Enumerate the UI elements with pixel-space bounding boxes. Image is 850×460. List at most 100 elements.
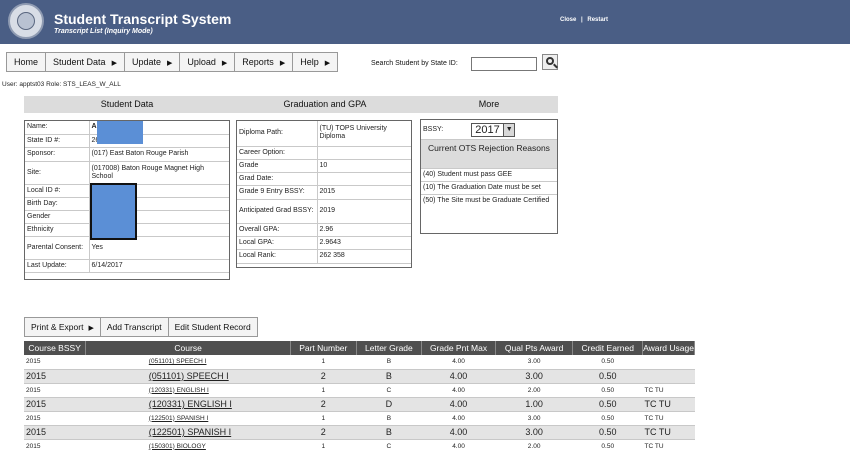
edit-student-record-button[interactable]: Edit Student Record bbox=[174, 322, 251, 332]
table-row: 2015 (122501) SPANISH I 1 B 4.00 3.00 0.… bbox=[24, 411, 695, 425]
cell-grade-pnt-max: 4.00 bbox=[421, 424, 496, 440]
transcript-actions: Print & Export ▶ Add Transcript Edit Stud… bbox=[24, 317, 258, 337]
ots-reason-item: (10) The Graduation Date must be set bbox=[421, 182, 557, 195]
column-header-qual-pts-award[interactable]: Qual Pts Award bbox=[495, 341, 574, 355]
cell-letter-grade: D bbox=[356, 396, 422, 412]
cell-part-number: 2 bbox=[290, 368, 357, 384]
print-export-label: Print & Export bbox=[31, 322, 84, 332]
diploma-path-value: (TU) TOPS University Diploma bbox=[317, 121, 411, 147]
cell-credit-earned: 0.50 bbox=[572, 424, 643, 440]
submenu-arrow-icon: ▶ bbox=[166, 60, 173, 67]
submenu-arrow-icon: ▶ bbox=[111, 60, 117, 67]
table-row: 2015 (122501) SPANISH I 2 B 4.00 3.00 0.… bbox=[24, 424, 695, 440]
gender-label: Gender bbox=[25, 210, 90, 224]
search-button[interactable] bbox=[542, 54, 558, 70]
table-row: 2015 (051101) SPEECH I 2 B 4.00 3.00 0.5… bbox=[24, 368, 695, 384]
diploma-path-label: Diploma Path: bbox=[237, 121, 318, 147]
column-header-course-bssy[interactable]: Course BSSY bbox=[24, 341, 87, 355]
menu-home-label: Home bbox=[14, 57, 39, 67]
cell-course-bssy: 2015 bbox=[24, 439, 86, 453]
site-label: Site: bbox=[25, 161, 90, 185]
app-subtitle: Transcript List (Inquiry Mode) bbox=[54, 28, 153, 35]
menu-home[interactable]: Home bbox=[7, 53, 47, 71]
menu-reports-label: Reports bbox=[242, 57, 274, 67]
user-role-line: User: apptst03 Role: STS_LEAS_W_ALL bbox=[2, 81, 121, 88]
column-header-part-number[interactable]: Part Number bbox=[290, 341, 357, 355]
site-value: (017008) Baton Rouge Magnet High School bbox=[89, 161, 229, 185]
cell-credit-earned: 0.50 bbox=[572, 368, 643, 384]
close-link[interactable]: Close bbox=[560, 17, 577, 23]
column-header-letter-grade[interactable]: Letter Grade bbox=[356, 341, 423, 355]
menu-reports[interactable]: Reports ▶ bbox=[235, 53, 294, 71]
course-link[interactable]: (120331) ENGLISH I bbox=[85, 383, 291, 397]
restart-link[interactable]: Restart bbox=[587, 17, 609, 23]
course-link[interactable]: (051101) SPEECH I bbox=[85, 355, 291, 369]
menu-update-label: Update bbox=[131, 57, 161, 67]
cell-award-usage bbox=[642, 368, 695, 384]
cell-course-bssy: 2015 bbox=[24, 396, 86, 412]
column-header-credit-earned[interactable]: Credit Earned bbox=[572, 341, 644, 355]
graduation-heading: Graduation and GPA bbox=[283, 99, 367, 109]
column-header-grade-pnt-max[interactable]: Grade Pnt Max bbox=[421, 341, 496, 355]
cell-award-usage: TC TU bbox=[642, 396, 695, 412]
name-label: Name: bbox=[25, 121, 90, 135]
cell-grade-pnt-max: 4.00 bbox=[421, 383, 496, 397]
course-link[interactable]: (122501) SPANISH I bbox=[85, 424, 291, 440]
submenu-arrow-icon: ▶ bbox=[221, 60, 228, 67]
add-transcript-button[interactable]: Add Transcript bbox=[101, 318, 169, 336]
more-heading: More bbox=[478, 99, 500, 109]
state-seal-logo bbox=[8, 3, 44, 39]
column-header-course[interactable]: Course bbox=[85, 341, 291, 355]
search-label: Search Student by State ID: bbox=[371, 60, 458, 67]
cell-letter-grade: C bbox=[356, 439, 422, 453]
grade9-entry-label: Grade 9 Entry BSSY: bbox=[237, 185, 318, 200]
cell-grade-pnt-max: 4.00 bbox=[421, 396, 496, 412]
column-header-award-usage[interactable]: Award Usage bbox=[642, 341, 695, 355]
app-header: Student Transcript System Transcript Lis… bbox=[0, 0, 850, 44]
career-option-value bbox=[317, 146, 411, 160]
menu-update[interactable]: Update ▶ bbox=[125, 53, 181, 71]
submenu-arrow-icon: ▶ bbox=[88, 325, 94, 332]
sponsor-label: Sponsor: bbox=[25, 147, 90, 162]
grad-date-value bbox=[317, 172, 411, 186]
last-update-label: Last Update: bbox=[25, 259, 90, 273]
course-link[interactable]: (150301) BIOLOGY bbox=[85, 439, 291, 453]
bssy-select[interactable]: 2017 ▼ bbox=[471, 122, 516, 137]
state-id-search-input[interactable] bbox=[471, 57, 537, 71]
cell-course-bssy: 2015 bbox=[24, 424, 86, 440]
course-link[interactable]: (051101) SPEECH I bbox=[85, 368, 291, 384]
course-link[interactable]: (120331) ENGLISH I bbox=[85, 396, 291, 412]
cell-course-bssy: 2015 bbox=[24, 368, 86, 384]
cell-credit-earned: 0.50 bbox=[572, 439, 643, 453]
parental-consent-value: Yes bbox=[89, 236, 229, 260]
transcript-table: Course BSSY Course Part Number Letter Gr… bbox=[24, 341, 695, 453]
cell-part-number: 1 bbox=[290, 411, 357, 425]
menu-upload[interactable]: Upload ▶ bbox=[180, 53, 236, 71]
cell-award-usage: TC TU bbox=[642, 439, 695, 453]
cell-course-bssy: 2015 bbox=[24, 411, 86, 425]
cell-part-number: 2 bbox=[290, 424, 357, 440]
anticipated-grad-value: 2019 bbox=[317, 199, 411, 224]
career-option-label: Career Option: bbox=[237, 146, 318, 160]
local-gpa-value: 2.9643 bbox=[317, 236, 411, 250]
bssy-row: BSSY: 2017 ▼ bbox=[421, 120, 557, 140]
overall-gpa-label: Overall GPA: bbox=[237, 223, 318, 237]
cell-letter-grade: B bbox=[356, 355, 422, 369]
cell-letter-grade: C bbox=[356, 383, 422, 397]
cell-award-usage: TC TU bbox=[642, 411, 695, 425]
anticipated-grad-label: Anticipated Grad BSSY: bbox=[237, 199, 318, 224]
cell-grade-pnt-max: 4.00 bbox=[421, 439, 496, 453]
menu-help[interactable]: Help ▶ bbox=[293, 53, 337, 71]
student-data-heading: Student Data bbox=[100, 99, 154, 109]
print-export-button[interactable]: Print & Export ▶ bbox=[25, 318, 101, 336]
cell-credit-earned: 0.50 bbox=[572, 355, 643, 369]
grade9-entry-value: 2015 bbox=[317, 185, 411, 200]
cell-award-usage bbox=[642, 355, 695, 369]
menu-student-data-label: Student Data bbox=[53, 57, 106, 67]
more-panel: BSSY: 2017 ▼ Current OTS Rejection Reaso… bbox=[420, 119, 558, 234]
table-header-row: Course BSSY Course Part Number Letter Gr… bbox=[24, 341, 695, 355]
course-link[interactable]: (122501) SPANISH I bbox=[85, 411, 291, 425]
menu-student-data[interactable]: Student Data ▶ bbox=[46, 53, 125, 71]
cell-qual-pts-award: 3.00 bbox=[495, 368, 573, 384]
ots-reason-item: (40) Student must pass GEE bbox=[421, 169, 557, 182]
